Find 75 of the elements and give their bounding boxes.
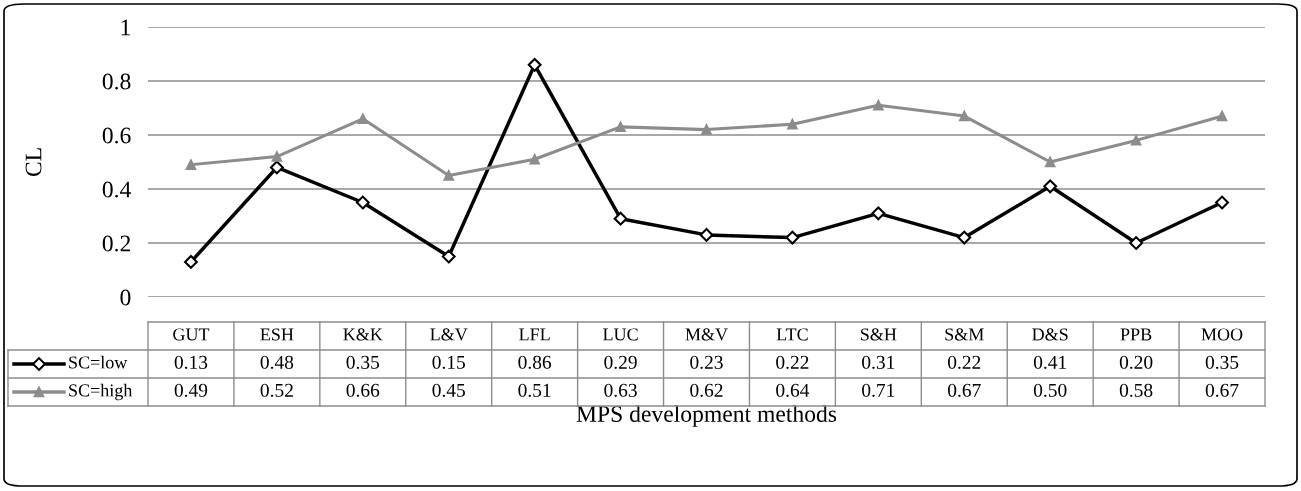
- y-tick-label: 0.8: [102, 73, 131, 90]
- y-tick-label: 0.6: [102, 127, 131, 144]
- x-axis-title: MPS development methods: [576, 405, 837, 427]
- data-label: 0.35: [1205, 355, 1239, 369]
- point: [441, 249, 456, 264]
- point: [1216, 110, 1228, 122]
- point: [873, 100, 884, 111]
- x-tick-label: ESH: [260, 328, 294, 341]
- point: [269, 160, 284, 175]
- x-tick-label: LFL: [519, 328, 550, 341]
- y-tick-label: 0.2: [102, 235, 131, 252]
- point: [271, 151, 283, 162]
- point: [787, 118, 798, 130]
- data-label: 0.22: [776, 355, 809, 369]
- x-tick-label: LUC: [603, 328, 638, 341]
- point: [1129, 236, 1144, 250]
- x-tick-label: LTC: [776, 328, 808, 341]
- data-label: 0.48: [260, 355, 294, 369]
- point: [871, 206, 886, 221]
- data-label: 0.15: [432, 355, 465, 369]
- point: [355, 195, 370, 210]
- data-label: 0.58: [1119, 383, 1153, 397]
- x-tick-label: D&S: [1032, 328, 1068, 341]
- point: [785, 230, 800, 245]
- point: [701, 124, 712, 135]
- data-label: 0.67: [1205, 383, 1239, 397]
- point: [1043, 179, 1058, 194]
- legend-label: SC=low: [69, 355, 128, 369]
- x-tick-label: L&V: [430, 328, 468, 341]
- data-label: 0.22: [948, 355, 981, 369]
- data-label: 0.50: [1033, 383, 1067, 397]
- data-label: 0.86: [518, 355, 552, 369]
- x-tick-label: M&V: [685, 328, 728, 341]
- data-label: 0.51: [518, 383, 551, 397]
- data-label: 0.31: [862, 355, 895, 369]
- data-label: 0.49: [174, 383, 208, 397]
- point: [357, 113, 369, 125]
- point: [613, 211, 628, 226]
- data-label: 0.71: [862, 383, 895, 397]
- data-label: 0.66: [346, 383, 380, 397]
- point: [184, 254, 198, 269]
- data-label: 0.35: [346, 355, 380, 369]
- y-tick-label: 0.4: [102, 181, 131, 198]
- point: [443, 170, 454, 181]
- x-tick-label: GUT: [173, 328, 210, 341]
- point: [959, 110, 970, 122]
- x-tick-label: S&M: [945, 328, 984, 341]
- data-label: 0.20: [1119, 355, 1153, 369]
- data-label: 0.67: [948, 383, 981, 397]
- y-tick-label: 0: [120, 289, 131, 306]
- data-label: 0.41: [1033, 355, 1067, 369]
- data-label: 0.63: [604, 383, 637, 397]
- legend-label: SC=high: [69, 383, 133, 401]
- point: [615, 121, 626, 133]
- y-tick-label: 1: [121, 19, 130, 36]
- data-label: 0.62: [690, 383, 723, 397]
- point: [699, 227, 714, 242]
- point: [185, 159, 197, 170]
- data-label: 0.45: [432, 383, 465, 397]
- point: [1044, 156, 1056, 168]
- point: [957, 230, 972, 245]
- x-tick-label: K&K: [343, 328, 383, 341]
- data-label: 0.23: [690, 355, 723, 369]
- data-label: 0.13: [174, 355, 208, 369]
- point: [529, 154, 540, 165]
- point: [527, 57, 542, 72]
- point: [1130, 135, 1142, 146]
- x-tick-label: MOO: [1201, 328, 1243, 341]
- y-axis-title: CL: [25, 148, 42, 177]
- data-label: 0.52: [260, 383, 293, 397]
- x-tick-label: PPB: [1120, 328, 1152, 341]
- data-label: 0.29: [604, 355, 637, 369]
- x-tick-label: S&H: [860, 328, 897, 341]
- data-label: 0.64: [776, 383, 810, 397]
- point: [1215, 195, 1229, 210]
